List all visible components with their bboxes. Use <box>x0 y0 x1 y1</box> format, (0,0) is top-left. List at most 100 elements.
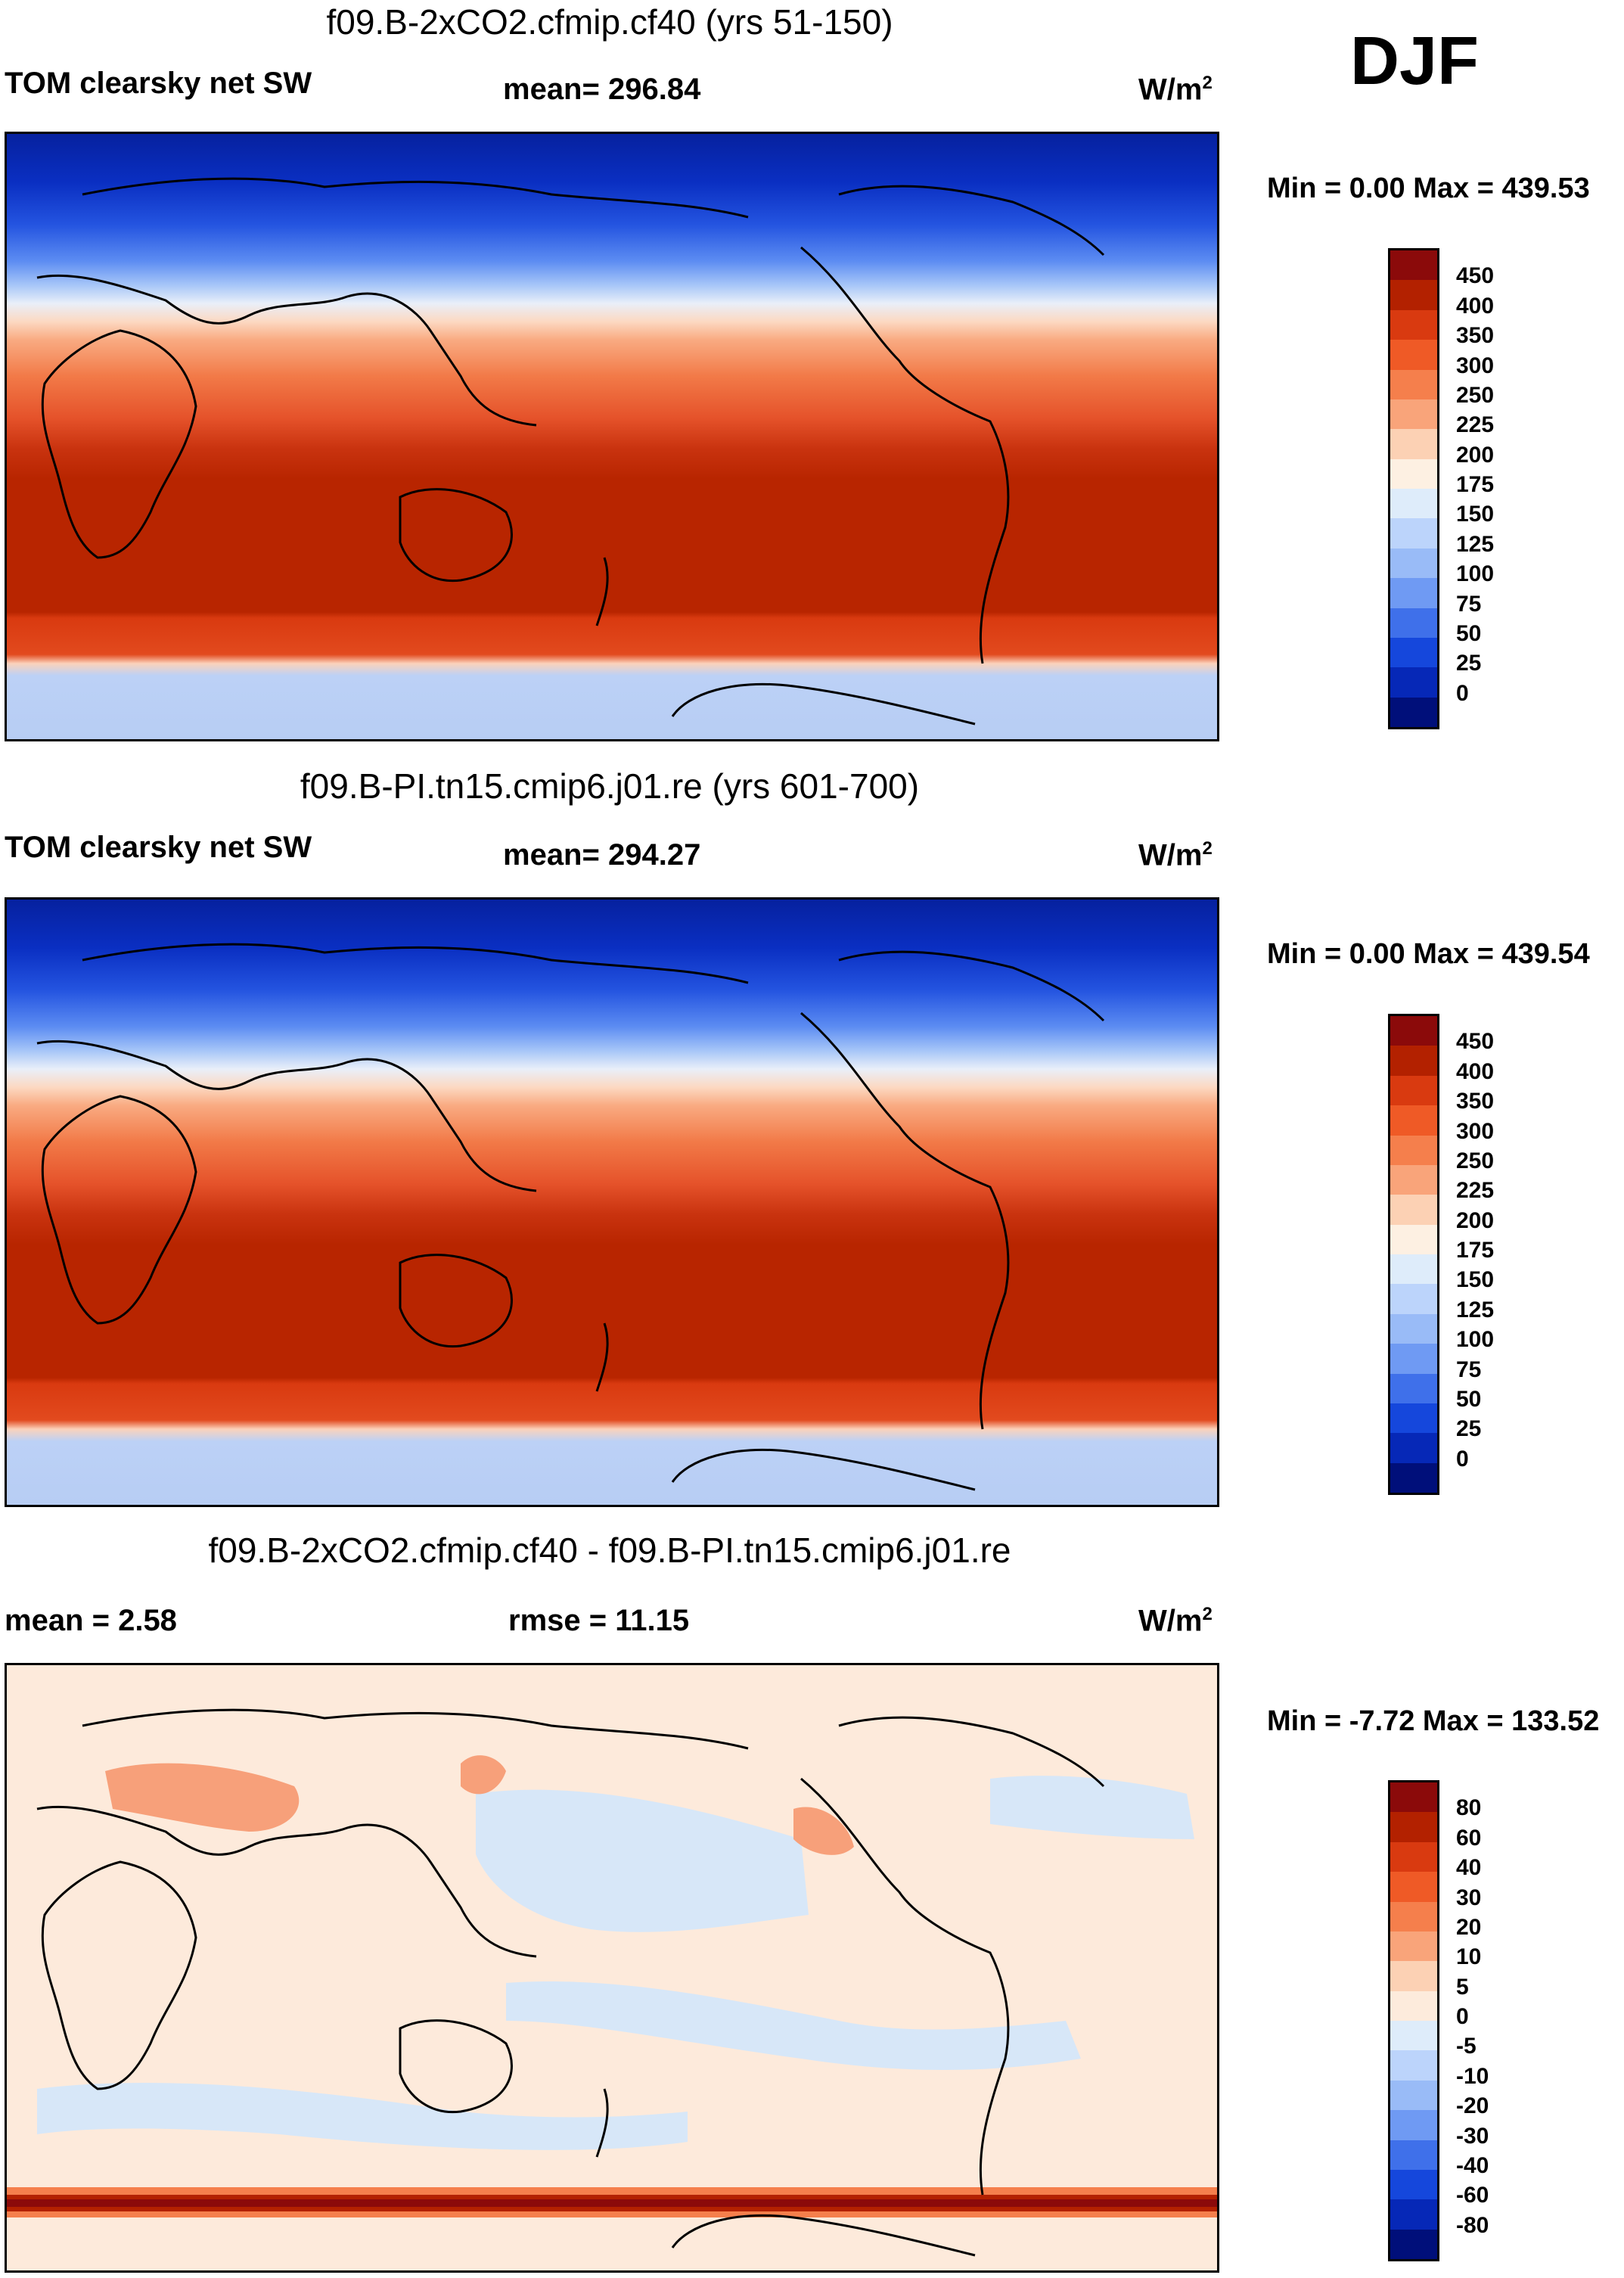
colorbar-segment <box>1390 1344 1437 1374</box>
colorbar-segment <box>1390 2021 1437 2051</box>
colorbar-segment <box>1390 309 1437 340</box>
colorbar-segment <box>1390 608 1437 638</box>
colorbar-tick-label: 5 <box>1456 1974 1469 2000</box>
panel3-minmax: Min = -7.72 Max = 133.52 <box>1267 1705 1600 1737</box>
colorbar-segment <box>1390 1961 1437 1991</box>
panel3-map-svg <box>7 1665 1217 2270</box>
panel2-variable-label: TOM clearsky net SW <box>5 831 312 864</box>
colorbar-segment <box>1390 1016 1437 1046</box>
colorbar-tick-label: 400 <box>1456 1058 1495 1084</box>
panel1-minmax: Min = 0.00 Max = 439.53 <box>1267 172 1590 204</box>
colorbar-segment <box>1390 1135 1437 1165</box>
colorbar-tick-label: 225 <box>1456 1178 1495 1204</box>
colorbar-segment <box>1390 280 1437 310</box>
colorbar-segment <box>1390 1224 1437 1254</box>
colorbar-tick-label: 450 <box>1456 263 1495 289</box>
colorbar-tick-label: 350 <box>1456 323 1495 349</box>
colorbar-tick-label: 150 <box>1456 1267 1495 1293</box>
panel1-mean-label: mean= 296.84 <box>503 73 701 106</box>
colorbar-tick-label: 100 <box>1456 1327 1495 1353</box>
panel2-minmax: Min = 0.00 Max = 439.54 <box>1267 938 1590 970</box>
colorbar-segment <box>1390 458 1437 489</box>
colorbar-tick-label: 200 <box>1456 442 1495 468</box>
colorbar-segment <box>1390 1195 1437 1225</box>
panel3-map <box>5 1663 1219 2273</box>
panel3-coastlines <box>36 1708 1105 2257</box>
colorbar-segment <box>1390 2199 1437 2230</box>
colorbar-segment <box>1390 399 1437 430</box>
colorbar-tick-label: 150 <box>1456 502 1495 527</box>
panel1-title: f09.B-2xCO2.cfmip.cf40 (yrs 51-150) <box>326 2 893 42</box>
colorbar-tick-label: 20 <box>1456 1914 1482 1940</box>
colorbar-tick-label: 10 <box>1456 1944 1482 1970</box>
colorbar-tick-label: 30 <box>1456 1885 1482 1910</box>
colorbar-tick-label: -5 <box>1456 2034 1477 2059</box>
colorbar-segment <box>1390 548 1437 579</box>
colorbar-segment <box>1390 2110 1437 2140</box>
panel1-variable-label: TOM clearsky net SW <box>5 67 312 100</box>
colorbar-tick-label: 125 <box>1456 1297 1495 1322</box>
colorbar-segment <box>1390 578 1437 608</box>
colorbar-tick-label: -60 <box>1456 2183 1489 2208</box>
colorbar-tick-label: 40 <box>1456 1855 1482 1881</box>
colorbar-segment <box>1390 1872 1437 1902</box>
colorbar-segment <box>1390 1105 1437 1136</box>
colorbar-segment <box>1390 1403 1437 1434</box>
colorbar-segment <box>1390 637 1437 668</box>
colorbar-segment <box>1390 1075 1437 1106</box>
colorbar-tick-label: 0 <box>1456 2004 1469 2029</box>
colorbar-tick-label: 250 <box>1456 382 1495 408</box>
colorbar-segment <box>1390 1254 1437 1285</box>
panel2-mean-label: mean= 294.27 <box>503 838 701 872</box>
panel3-mean-label: mean = 2.58 <box>5 1604 177 1637</box>
colorbar-segment <box>1390 429 1437 459</box>
colorbar-tick-label: -80 <box>1456 2212 1489 2238</box>
panel3-colorbar-ticks: 80 60 40 30 20 10 5 0 -5 -10 -20 -30 -40 -60 -80 <box>1456 1780 1547 2261</box>
panel1-colorbar <box>1388 248 1439 729</box>
colorbar-tick-label: 50 <box>1456 1386 1482 1412</box>
panel2-colorbar <box>1388 1014 1439 1495</box>
colorbar-segment <box>1390 2050 1437 2081</box>
colorbar-segment <box>1390 1284 1437 1314</box>
colorbar-tick-label: 225 <box>1456 412 1495 438</box>
colorbar-segment <box>1390 518 1437 549</box>
colorbar-segment <box>1390 1433 1437 1463</box>
panel1-coastlines <box>36 177 1105 726</box>
panel1-units: W/m2 <box>1138 73 1213 107</box>
colorbar-tick-label: -20 <box>1456 2093 1489 2119</box>
colorbar-tick-label: 75 <box>1456 591 1482 617</box>
panel1-map-svg <box>7 134 1217 739</box>
colorbar-tick-label: 100 <box>1456 561 1495 587</box>
colorbar-segment <box>1390 1812 1437 1842</box>
colorbar-segment <box>1390 1991 1437 2021</box>
colorbar-segment <box>1390 1164 1437 1195</box>
panel2-title: f09.B-PI.tn15.cmip6.j01.re (yrs 601-700) <box>300 766 920 806</box>
panel2-map <box>5 897 1219 1507</box>
panel3-title: f09.B-2xCO2.cfmip.cf40 - f09.B-PI.tn15.c… <box>208 1531 1011 1570</box>
colorbar-tick-label: 175 <box>1456 1238 1495 1263</box>
colorbar-tick-label: 0 <box>1456 680 1469 706</box>
colorbar-segment <box>1390 667 1437 698</box>
season-label: DJF <box>1350 23 1480 99</box>
colorbar-tick-label: 200 <box>1456 1207 1495 1233</box>
colorbar-tick-label: 350 <box>1456 1089 1495 1114</box>
panel3-negative-bands <box>37 1776 1194 2150</box>
colorbar-tick-label: 25 <box>1456 1416 1482 1442</box>
colorbar-segment <box>1390 1313 1437 1344</box>
colorbar-tick-label: 300 <box>1456 353 1495 378</box>
colorbar-segment <box>1390 340 1437 370</box>
colorbar-tick-label: 80 <box>1456 1795 1482 1821</box>
colorbar-tick-label: 450 <box>1456 1029 1495 1055</box>
colorbar-segment <box>1390 697 1437 727</box>
colorbar-segment <box>1390 1901 1437 1931</box>
colorbar-segment <box>1390 369 1437 399</box>
panel1-colorbar-ticks: 450 400 350 300 250 225 200 175 150 125 100 75 50 25 0 <box>1456 248 1547 729</box>
colorbar-tick-label: 75 <box>1456 1357 1482 1382</box>
panel1-map <box>5 132 1219 741</box>
colorbar-tick-label: 125 <box>1456 531 1495 557</box>
colorbar-segment <box>1390 489 1437 519</box>
panel3-colorbar <box>1388 1780 1439 2261</box>
panel3-antarctic-band <box>7 2187 1217 2217</box>
colorbar-tick-label: 400 <box>1456 293 1495 319</box>
panel2-map-svg <box>7 900 1217 1505</box>
